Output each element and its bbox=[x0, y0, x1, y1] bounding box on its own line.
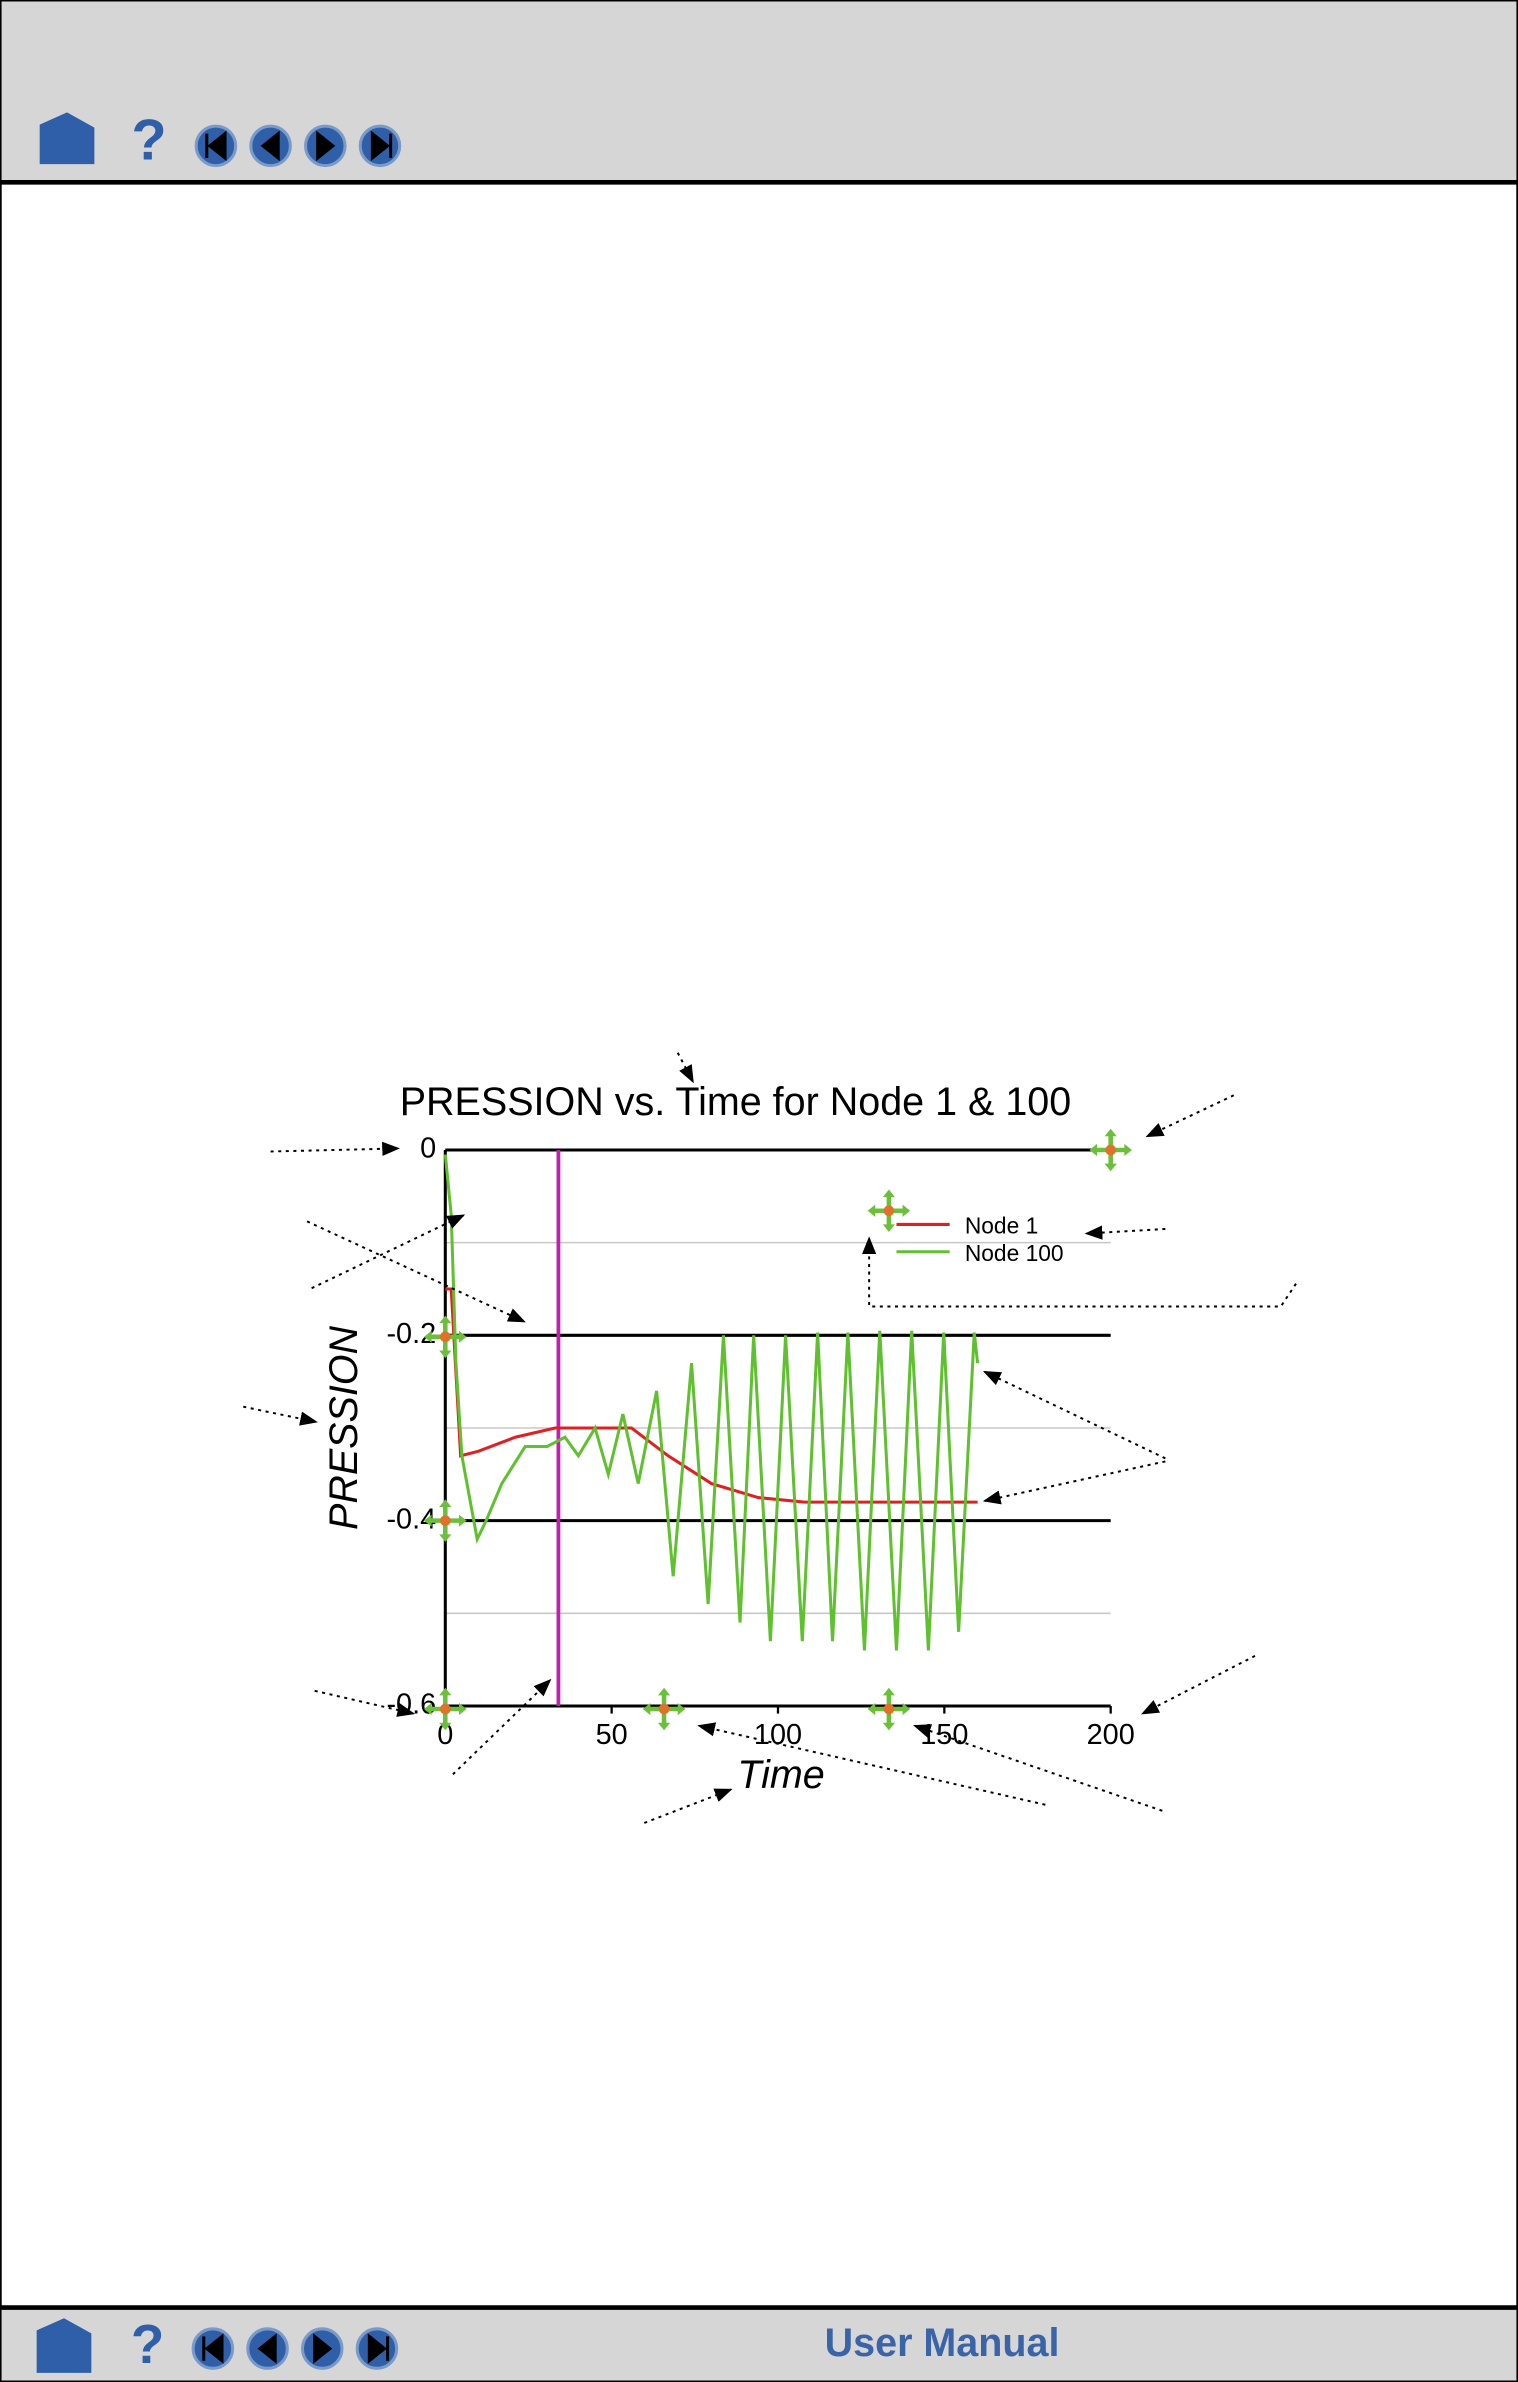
chart: PRESSION vs. Time for Node 1 & 100 PRESS… bbox=[322, 1080, 1135, 1797]
x-tick-label: 100 bbox=[754, 1719, 802, 1751]
svg-text:?: ? bbox=[131, 109, 166, 173]
chart-title: PRESSION vs. Time for Node 1 & 100 bbox=[400, 1080, 1072, 1124]
x-tick-label: 200 bbox=[1087, 1719, 1135, 1751]
series-line bbox=[443, 1154, 980, 1651]
footer-title: User Manual bbox=[825, 2321, 1060, 2365]
x-tick-label: 50 bbox=[596, 1719, 628, 1751]
y-tick-label: 0 bbox=[420, 1133, 436, 1165]
header-icons: ? bbox=[39, 109, 402, 173]
footer-icons: ? bbox=[36, 2313, 399, 2375]
svg-text:?: ? bbox=[131, 2313, 164, 2375]
annotations bbox=[243, 1052, 1297, 1824]
y-axis-label: PRESSION bbox=[322, 1325, 366, 1530]
legend-label: Node 1 bbox=[965, 1212, 1038, 1238]
y-tick-label: -0.6 bbox=[386, 1689, 436, 1721]
x-axis-label: Time bbox=[737, 1753, 824, 1797]
x-tick-label: 0 bbox=[437, 1719, 453, 1751]
series-line bbox=[445, 1287, 978, 1504]
legend-label: Node 100 bbox=[965, 1240, 1064, 1266]
